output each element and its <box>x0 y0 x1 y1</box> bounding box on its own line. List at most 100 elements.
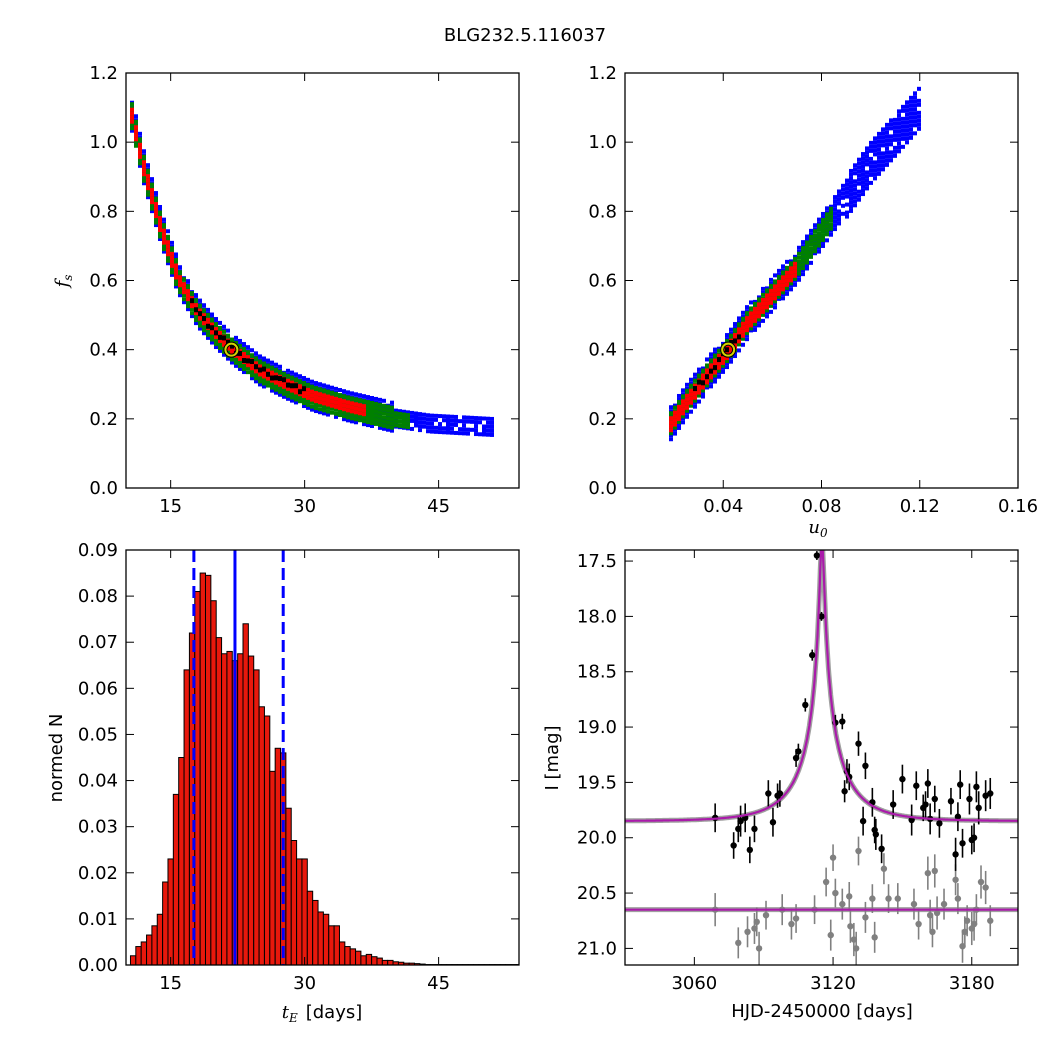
primary-point <box>954 813 962 820</box>
fs-u0-cell <box>833 207 837 212</box>
fs-te-cell <box>490 424 494 429</box>
fs-te-cell <box>222 329 226 334</box>
fs-te-cell <box>378 425 382 430</box>
fs-te-cell <box>306 387 310 392</box>
fs-u0-cell <box>873 148 877 153</box>
fs-te-cell <box>234 335 238 340</box>
fs-te-cell <box>346 395 350 400</box>
fs-u0-cell <box>773 305 777 310</box>
fs-u0-cell <box>861 184 865 189</box>
fs-u0-cell <box>813 233 817 238</box>
fs-te-cell <box>250 366 254 371</box>
fs-te-cell <box>254 356 258 361</box>
light-curve-ylabel: I [mag] <box>542 725 563 790</box>
fs-u0-cell <box>853 171 857 176</box>
fs-u0-cell <box>865 174 869 179</box>
primary-point <box>889 801 897 808</box>
fs-u0-cell <box>669 411 673 416</box>
fs-te-cell <box>154 210 158 215</box>
fs-u0-cell <box>781 296 785 301</box>
fs-u0-cell <box>713 353 717 358</box>
fs-u0-cell <box>833 203 837 208</box>
fs-u0-cell <box>761 297 765 302</box>
fs-u0-cell <box>809 254 813 259</box>
fs-te-cell <box>346 418 350 423</box>
fs-u0-cell <box>785 285 789 290</box>
fs-u0-cell <box>861 164 865 169</box>
histogram-ytick-label: 0.04 <box>78 771 118 792</box>
fs-u0-cell <box>729 327 733 332</box>
fs-te-core-cell <box>246 358 250 364</box>
fs-te-cell <box>454 422 458 427</box>
fs-te-cell <box>346 415 350 420</box>
fs-te-cell <box>450 418 454 423</box>
fs-u0-cell <box>793 265 797 270</box>
fs-te-cell <box>190 304 194 309</box>
fs-u0-cell <box>801 254 805 259</box>
fs-te-core-cell <box>194 307 198 313</box>
fs-te-cell <box>366 395 370 400</box>
fs-te-cell <box>378 397 382 402</box>
fs-u0-cell <box>865 178 869 183</box>
fs-u0-cell <box>857 197 861 202</box>
fs-te-cell <box>178 279 182 284</box>
primary-point <box>859 817 867 825</box>
fs-u0-cell <box>901 116 905 121</box>
fs-te-cell <box>258 359 262 364</box>
fs-u0-cell <box>685 382 689 387</box>
fs-u0-cell <box>885 162 889 167</box>
fs-u0-cell <box>685 405 689 410</box>
fs-u0-cell <box>813 223 817 228</box>
fs-te-cell <box>254 361 258 366</box>
fs-u0-cell <box>721 363 725 368</box>
fs-te-cell <box>298 395 302 400</box>
figure-title: BLG232.5.116037 <box>444 25 606 46</box>
fs-te-cell <box>318 392 322 397</box>
fs-u0-cell <box>677 393 681 398</box>
fs-u0-cell <box>821 233 825 238</box>
fs-u0-cell <box>861 168 865 173</box>
fs-u0-cell <box>809 260 813 265</box>
fs-te-ytick-label: 0.0 <box>89 478 118 499</box>
secondary-point <box>862 914 869 921</box>
fs-u0-cell <box>765 293 769 298</box>
fs-te-cell <box>358 393 362 398</box>
fs-u0-cell <box>905 132 909 137</box>
fs-te-cell <box>458 427 462 432</box>
fs-te-cell <box>358 407 362 412</box>
histogram-bar <box>237 653 244 966</box>
fs-te-cell <box>426 421 430 426</box>
fs-u0-cell <box>689 400 693 405</box>
fs-te-cell <box>202 308 206 313</box>
fs-u0-cell <box>869 144 873 149</box>
fs-te-cell <box>322 404 326 409</box>
fs-u0-cell <box>861 188 865 193</box>
fs-te-cell <box>398 415 402 420</box>
primary-point <box>746 846 754 854</box>
fs-te-cell <box>134 119 138 124</box>
fs-u0-cell <box>689 377 693 382</box>
fs-te-core-cell <box>206 323 210 329</box>
secondary-point <box>987 917 994 924</box>
fs-u0-cell <box>813 249 817 254</box>
fs-u0-cell <box>901 144 905 149</box>
fs-te-cell <box>438 426 442 431</box>
fs-te-cell <box>146 163 150 168</box>
secondary-point <box>839 900 846 908</box>
secondary-point <box>753 918 760 926</box>
primary-point <box>802 701 809 709</box>
fs-te-cell <box>250 369 254 374</box>
fs-te-cell <box>238 356 242 361</box>
histogram-bar <box>226 650 233 966</box>
fs-te-cell <box>150 177 154 182</box>
fs-te-best-fit-marker-inner <box>224 342 239 357</box>
fs-u0-cell <box>845 210 849 215</box>
fs-u0-cell <box>889 150 893 155</box>
fs-u0-cell <box>765 288 769 293</box>
fs-u0-cell <box>881 167 885 172</box>
fs-u0-cell <box>677 425 681 430</box>
fs-u0-cell <box>869 156 873 161</box>
fs-te-cell <box>286 396 290 401</box>
fs-u0-cell <box>857 169 861 174</box>
fs-te-cell <box>306 395 310 400</box>
